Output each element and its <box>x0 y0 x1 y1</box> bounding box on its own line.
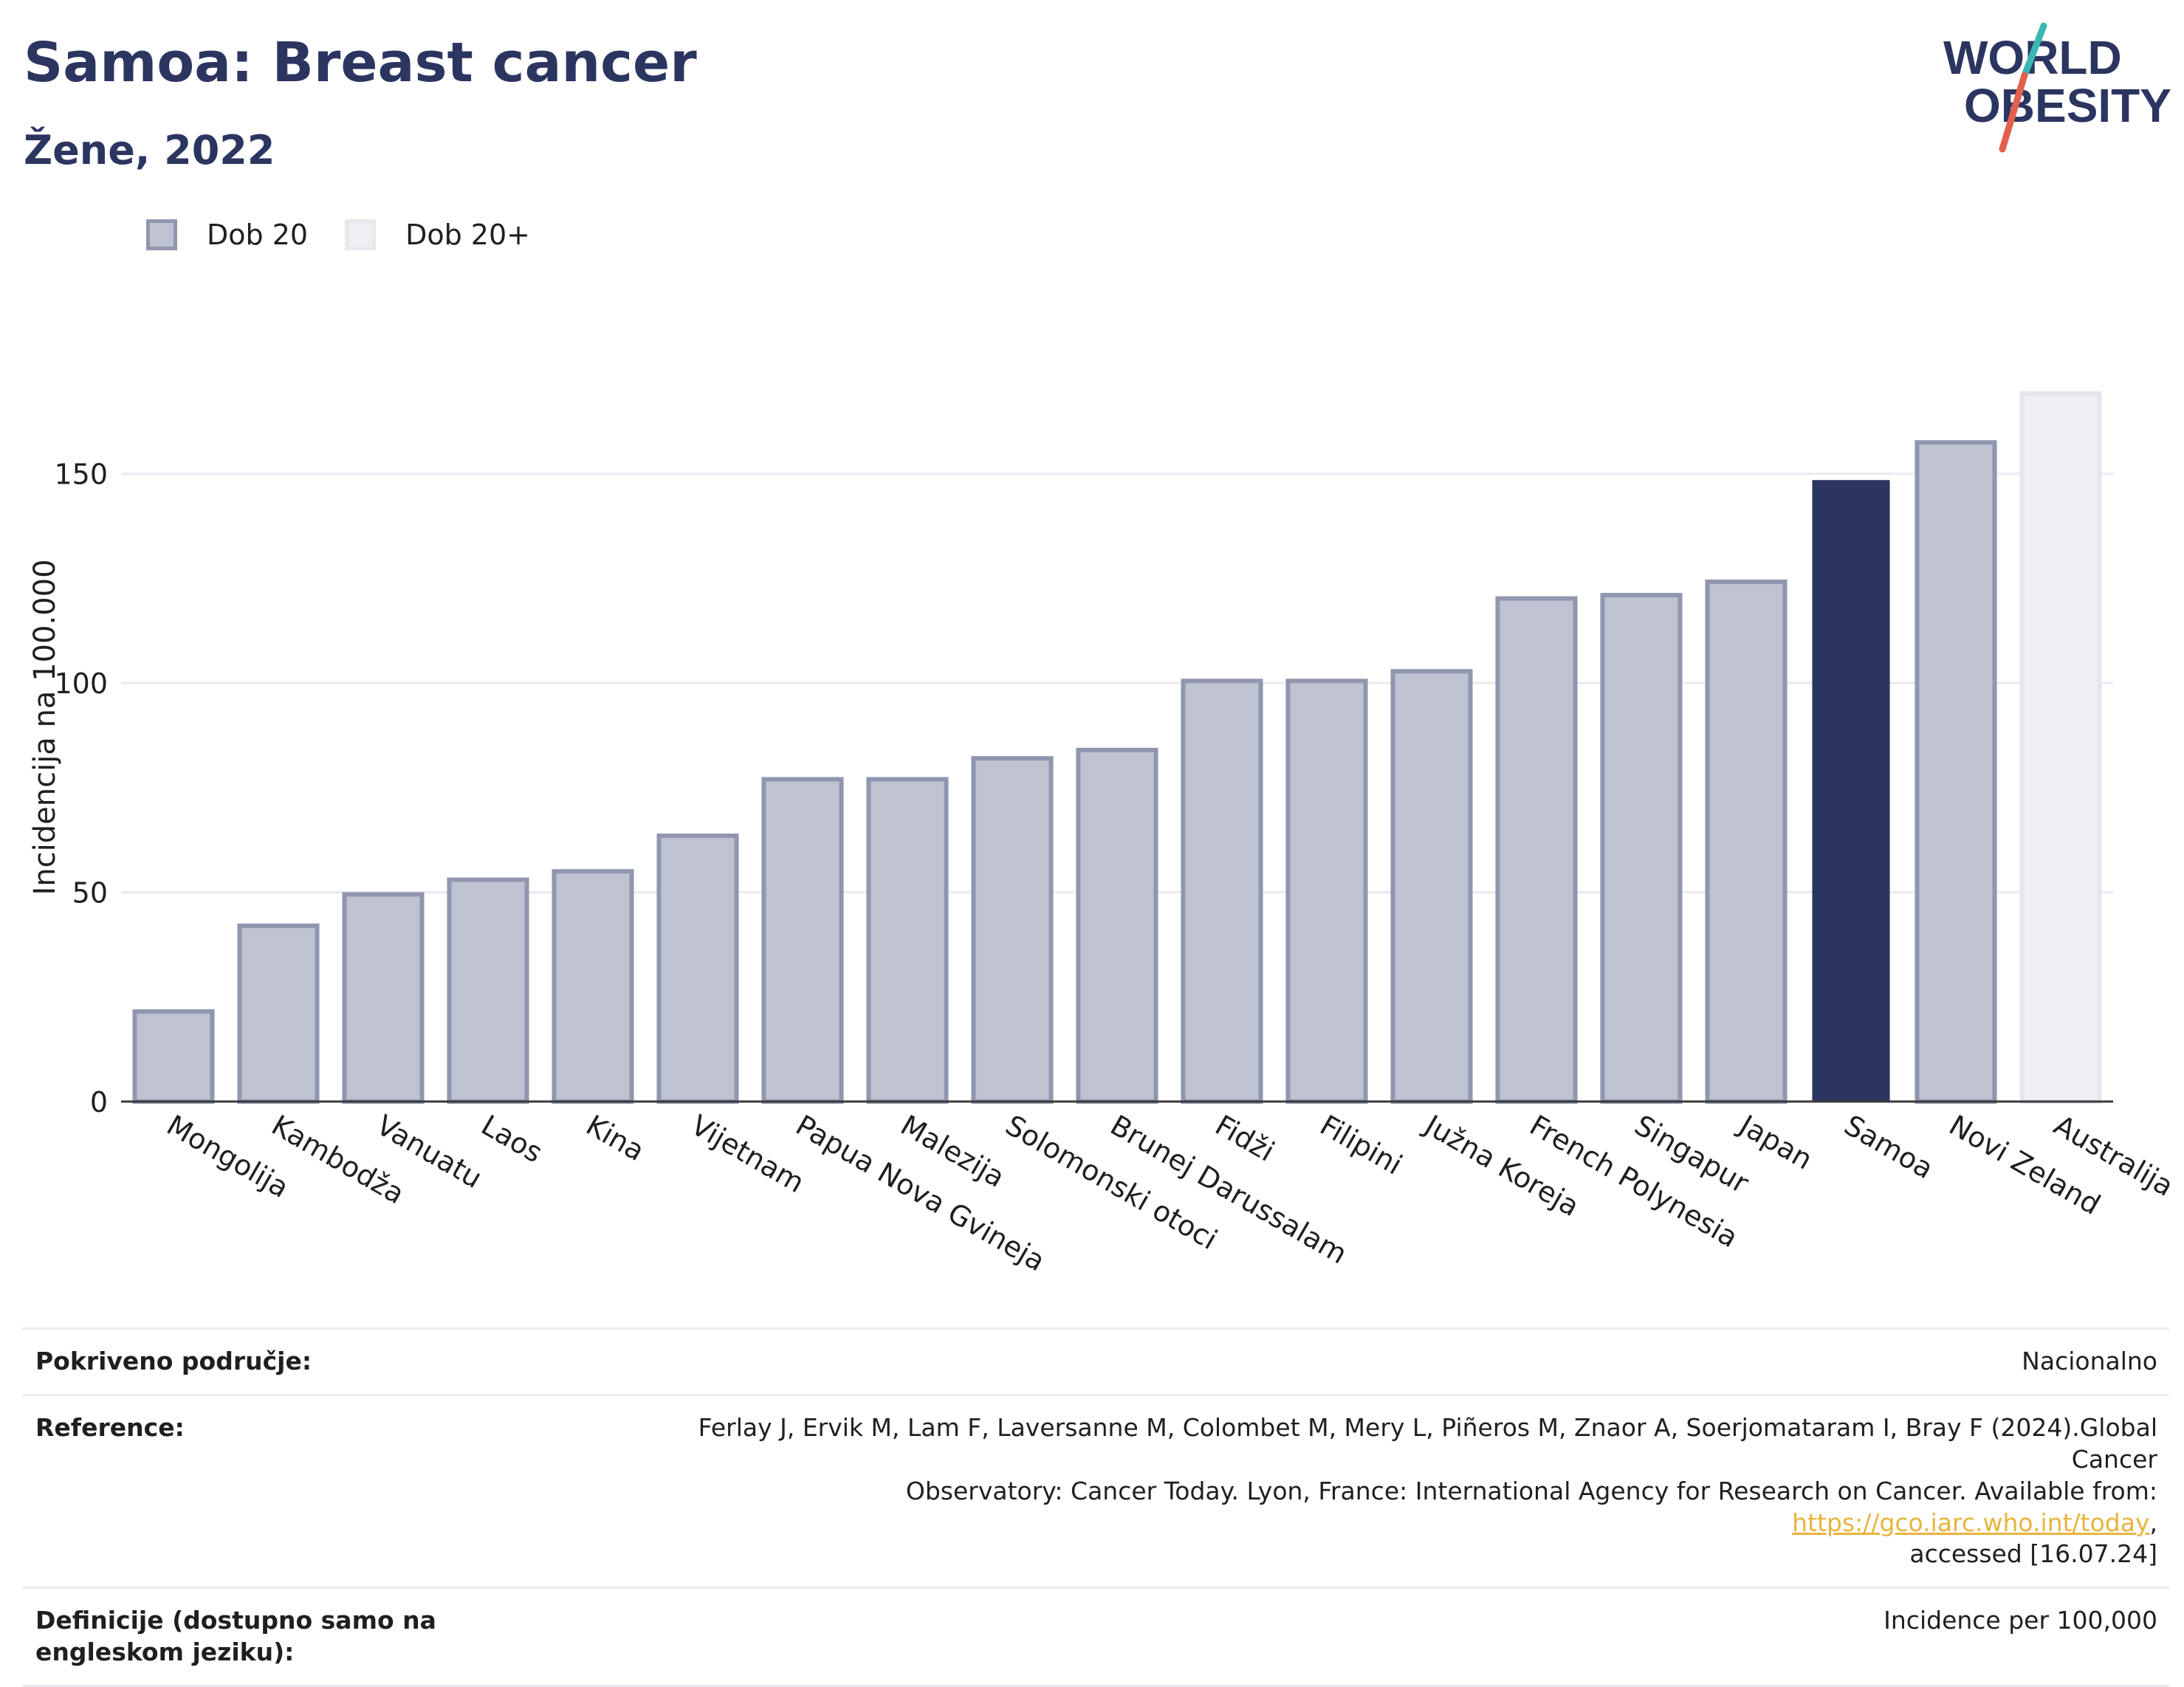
bar-malezija[interactable] <box>866 777 949 1104</box>
bar-kambodža[interactable] <box>237 923 320 1104</box>
x-tick-label: Filipini <box>1315 1109 1408 1181</box>
legend-item-dob-20[interactable]: Dob 20 <box>146 219 308 251</box>
x-tick-label: Samoa <box>1839 1109 1939 1186</box>
chart-title: Samoa: Breast cancer <box>24 31 697 95</box>
bar-japan[interactable] <box>1705 579 1788 1104</box>
y-axis-label: Incidencija na 100.000 <box>28 559 62 895</box>
bar-solomonski-otoci[interactable] <box>971 756 1054 1104</box>
bar-samoa[interactable] <box>1812 480 1890 1102</box>
bars <box>132 391 2102 1104</box>
definitions-label: Definicije (dostupno samo na engleskom j… <box>35 1606 436 1667</box>
legend-label: Dob 20+ <box>405 219 530 251</box>
bar-french-polynesia[interactable] <box>1495 596 1578 1104</box>
y-axis-ticks: 0 50 100 150 <box>54 458 108 1119</box>
coverage-value: Nacionalno <box>2022 1347 2157 1375</box>
reference-accessed: accessed [16.07.24] <box>1909 1539 2157 1569</box>
bar-vanuatu[interactable] <box>342 892 425 1104</box>
bar-filipini[interactable] <box>1285 678 1368 1104</box>
reference-text-line1: Ferlay J, Ervik M, Lam F, Laversanne M, … <box>698 1412 2157 1474</box>
info-row-reference: Reference: Ferlay J, Ervik M, Lam F, Lav… <box>22 1393 2169 1587</box>
info-table: Pokriveno područje: Nacionalno Reference… <box>22 1327 2169 1687</box>
y-tick-label: 0 <box>90 1086 108 1119</box>
y-tick-label: 150 <box>54 458 108 491</box>
x-tick-label: Vijetnam <box>686 1109 810 1200</box>
reference-text-end: , <box>2149 1508 2158 1537</box>
bar-vijetnam[interactable] <box>656 834 739 1104</box>
bar-fidži[interactable] <box>1181 678 1263 1104</box>
coverage-label: Pokriveno područje: <box>35 1347 312 1375</box>
reference-link[interactable]: https://gco.iarc.who.int/today <box>1792 1508 2150 1537</box>
bar-brunej-darussalam[interactable] <box>1076 747 1158 1104</box>
bar-laos[interactable] <box>447 877 529 1104</box>
logo-line2: OBESITY <box>1964 79 2171 132</box>
x-tick-label: Kina <box>581 1109 650 1168</box>
reference-label: Reference: <box>35 1412 185 1442</box>
bar-kina[interactable] <box>552 869 634 1104</box>
info-row-definitions: Definicije (dostupno samo na engleskom j… <box>22 1587 2169 1687</box>
world-obesity-logo: WORLD OBESITY <box>1943 22 2171 153</box>
x-tick-label: Laos <box>476 1109 549 1169</box>
legend: Dob 20 Dob 20+ <box>146 219 567 251</box>
bar-australija[interactable] <box>2019 391 2102 1104</box>
y-tick-label: 50 <box>72 877 108 910</box>
definitions-value: Incidence per 100,000 <box>1883 1606 2157 1635</box>
reference-text-line2: Observatory: Cancer Today. Lyon, France:… <box>905 1476 2157 1505</box>
chart-subtitle: Žene, 2022 <box>24 127 275 173</box>
legend-label: Dob 20 <box>207 219 309 251</box>
legend-swatch-dob-20-plus <box>345 219 377 250</box>
x-tick-label: Fidži <box>1210 1109 1280 1168</box>
y-tick-label: 100 <box>54 667 108 700</box>
bar-južna-koreja[interactable] <box>1390 669 1473 1104</box>
bar-singapur[interactable] <box>1600 593 1683 1104</box>
info-row-coverage: Pokriveno područje: Nacionalno <box>22 1327 2169 1394</box>
bar-mongolija[interactable] <box>132 1009 215 1104</box>
bar-novi-zeland[interactable] <box>1915 440 1997 1104</box>
bar-papua-nova-gvineja[interactable] <box>761 777 844 1104</box>
legend-swatch-dob-20 <box>146 219 177 250</box>
legend-item-dob-20-plus[interactable]: Dob 20+ <box>345 219 530 251</box>
reference-value: Ferlay J, Ervik M, Lam F, Laversanne M, … <box>607 1412 2157 1570</box>
